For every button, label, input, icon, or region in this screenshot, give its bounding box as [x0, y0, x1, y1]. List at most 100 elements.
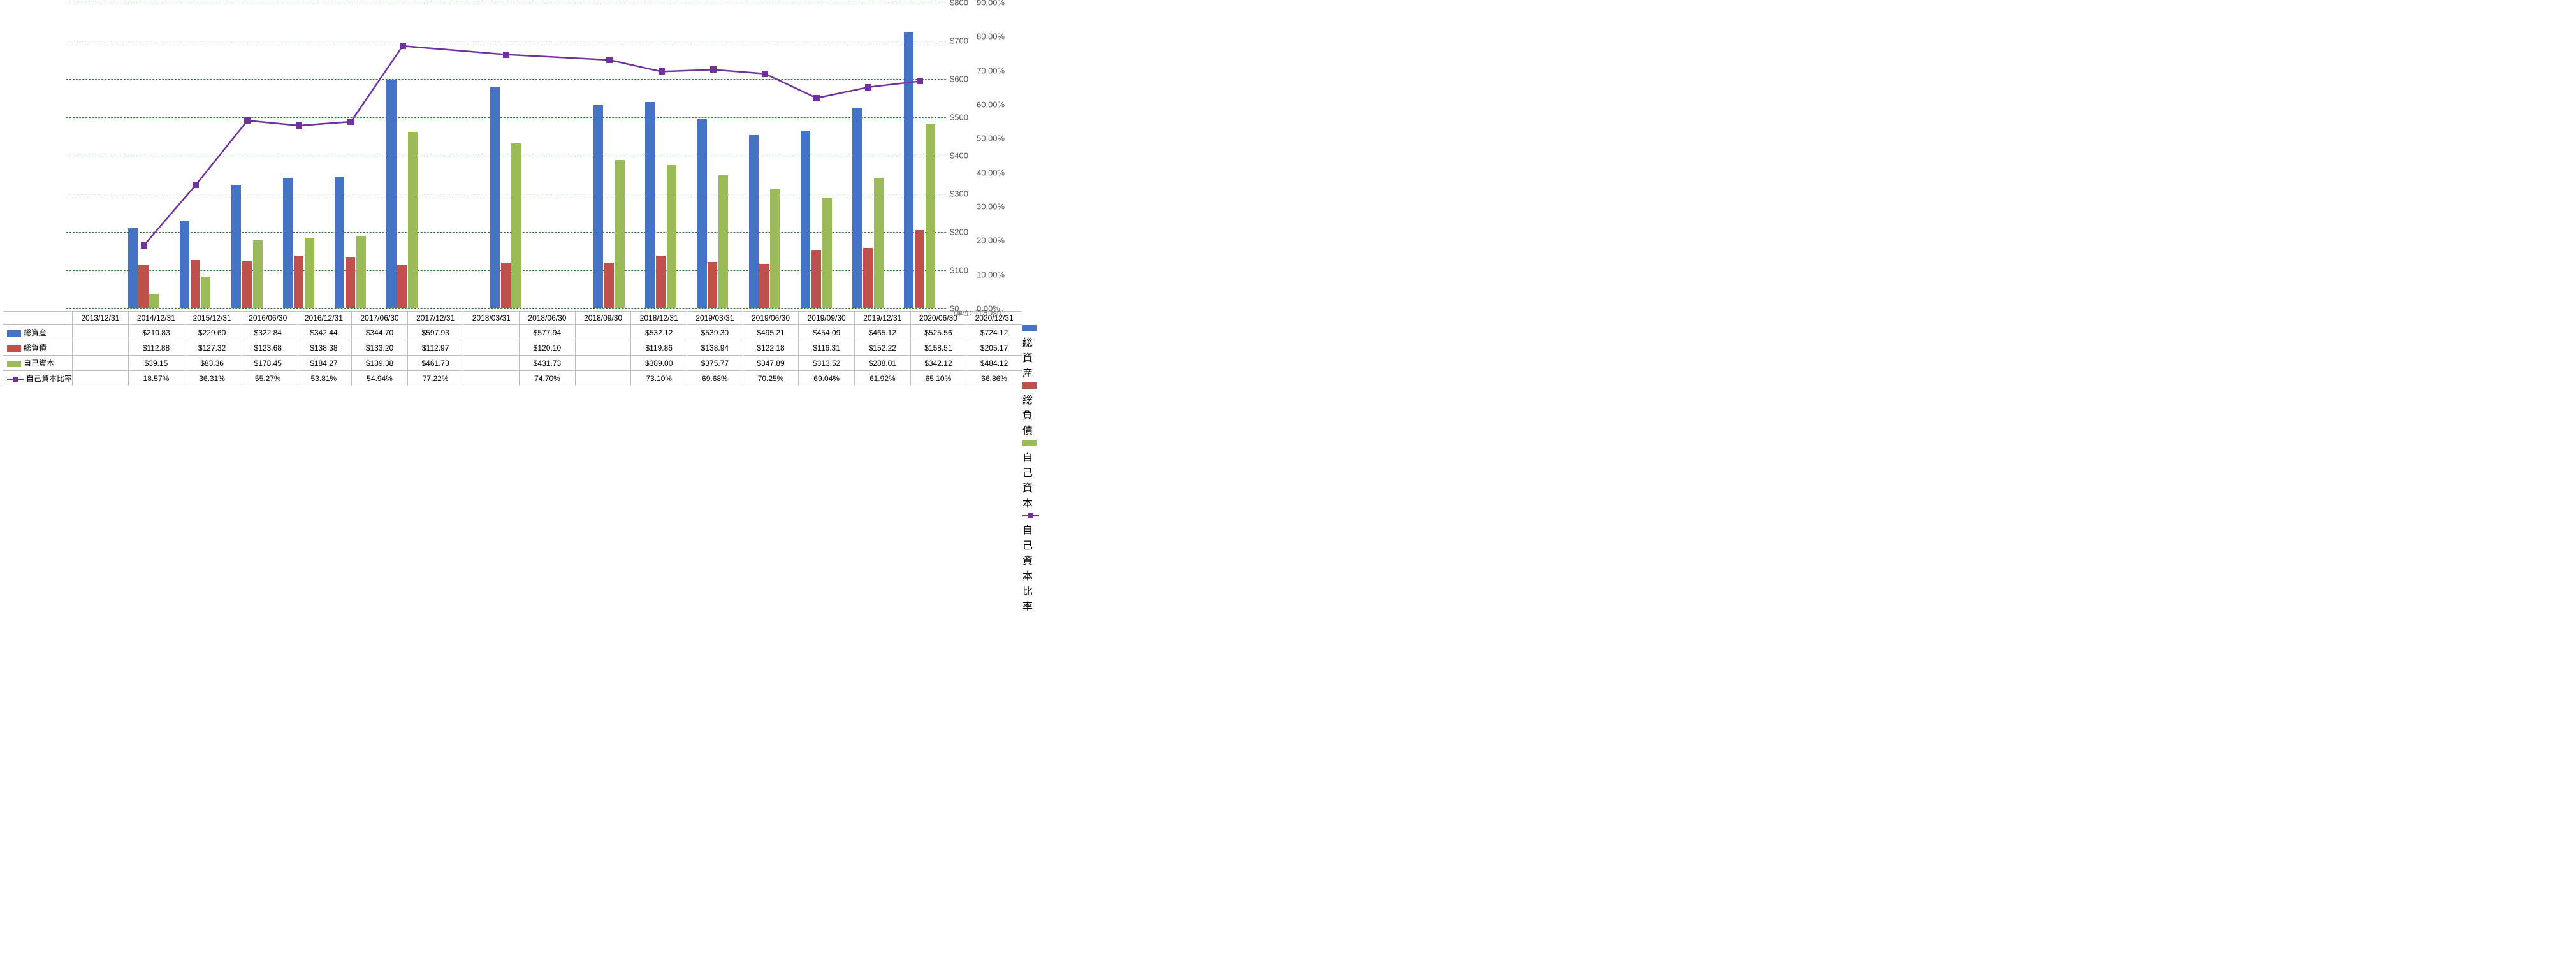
table-row-header-equity: 自己資本: [3, 356, 73, 371]
table-col-header: 2018/06/30: [520, 312, 576, 325]
table-cell: $375.77: [687, 356, 743, 371]
table-cell: $229.60: [184, 325, 240, 340]
table-cell: $138.38: [296, 340, 352, 356]
table-cell: 70.25%: [743, 371, 799, 386]
table-cell: [575, 340, 631, 356]
ytick-percent: 70.00%: [946, 66, 1005, 75]
legend-item-equity: 自己資本: [1022, 437, 1042, 510]
table-cell: $184.27: [296, 356, 352, 371]
table-cell: [73, 371, 129, 386]
table-cell: [463, 371, 520, 386]
table-cell: $454.09: [799, 325, 855, 340]
table-cell: $210.83: [128, 325, 184, 340]
ytick-percent: 60.00%: [946, 99, 1005, 109]
table-cell: [575, 325, 631, 340]
table-cell: 74.70%: [520, 371, 576, 386]
table-cell: $122.18: [743, 340, 799, 356]
table-corner: [3, 312, 73, 325]
table-cell: $116.31: [799, 340, 855, 356]
ytick-dollars: $400: [946, 151, 968, 161]
financial-combo-chart: $0$100$200$300$400$500$600$700$8000.00%1…: [66, 3, 946, 308]
table-cell: $112.88: [128, 340, 184, 356]
table-cell: 36.31%: [184, 371, 240, 386]
ytick-percent: 50.00%: [946, 134, 1005, 143]
table-cell: $724.12: [966, 325, 1022, 340]
table-cell: $127.32: [184, 340, 240, 356]
table-cell: $577.94: [520, 325, 576, 340]
ytick-percent: 80.00%: [946, 32, 1005, 41]
table-cell: [463, 325, 520, 340]
table-cell: $152.22: [854, 340, 910, 356]
table-cell: 69.68%: [687, 371, 743, 386]
table-cell: $597.93: [407, 325, 463, 340]
table-cell: $431.73: [520, 356, 576, 371]
table-cell: $138.94: [687, 340, 743, 356]
table-col-header: 2019/12/31: [854, 312, 910, 325]
table-cell: $342.12: [910, 356, 966, 371]
table-cell: $205.17: [966, 340, 1022, 356]
table-cell: 18.57%: [128, 371, 184, 386]
ytick-dollars: $600: [946, 75, 968, 84]
table-col-header: 2015/12/31: [184, 312, 240, 325]
ytick-percent: 90.00%: [946, 0, 1005, 8]
table-cell: [463, 340, 520, 356]
table-cell: [73, 340, 129, 356]
table-cell: [73, 356, 129, 371]
table-cell: 69.04%: [799, 371, 855, 386]
table-col-header: 2019/09/30: [799, 312, 855, 325]
table-row-header-ratio: 自己資本比率: [3, 371, 73, 386]
line-ratio: [144, 46, 921, 245]
table-cell: $112.97: [407, 340, 463, 356]
table-cell: [575, 371, 631, 386]
table-col-header: 2013/12/31: [73, 312, 129, 325]
table-col-header: 2019/06/30: [743, 312, 799, 325]
table-cell: $461.73: [407, 356, 463, 371]
legend-item-assets: 総資産: [1022, 322, 1042, 380]
table-cell: 73.10%: [631, 371, 687, 386]
table-col-header: 2018/09/30: [575, 312, 631, 325]
table-cell: 55.27%: [240, 371, 296, 386]
table-col-header: 2018/03/31: [463, 312, 520, 325]
table-cell: $288.01: [854, 356, 910, 371]
table-cell: $465.12: [854, 325, 910, 340]
table-cell: $123.68: [240, 340, 296, 356]
table-cell: $39.15: [128, 356, 184, 371]
ytick-percent: 30.00%: [946, 201, 1005, 211]
table-cell: $189.38: [352, 356, 408, 371]
legend-item-liab: 総負債: [1022, 380, 1042, 437]
table-cell: 54.94%: [352, 371, 408, 386]
table-row-header-assets: 総資産: [3, 325, 73, 340]
ytick-dollars: $300: [946, 189, 968, 199]
table-cell: $313.52: [799, 356, 855, 371]
legend-item-ratio: 自己資本比率: [1022, 510, 1042, 613]
ytick-percent: 40.00%: [946, 168, 1005, 177]
table-col-header: 2016/06/30: [240, 312, 296, 325]
table-cell: [575, 356, 631, 371]
table-cell: $133.20: [352, 340, 408, 356]
table-cell: $120.10: [520, 340, 576, 356]
table-cell: $178.45: [240, 356, 296, 371]
table-cell: 77.22%: [407, 371, 463, 386]
table-cell: [463, 356, 520, 371]
table-col-header: 2019/03/31: [687, 312, 743, 325]
table-col-header: 2016/12/31: [296, 312, 352, 325]
data-table: 2013/12/312014/12/312015/12/312016/06/30…: [3, 311, 1022, 386]
table-cell: $539.30: [687, 325, 743, 340]
table-cell: $158.51: [910, 340, 966, 356]
table-cell: $532.12: [631, 325, 687, 340]
table-cell: 65.10%: [910, 371, 966, 386]
ytick-percent: 10.00%: [946, 270, 1005, 279]
table-row-header-liab: 総負債: [3, 340, 73, 356]
table-cell: $347.89: [743, 356, 799, 371]
gridline: [66, 308, 946, 309]
table-cell: $495.21: [743, 325, 799, 340]
ytick-dollars: $500: [946, 113, 968, 122]
table-cell: 66.86%: [966, 371, 1022, 386]
table-col-header: 2014/12/31: [128, 312, 184, 325]
table-col-header: 2018/12/31: [631, 312, 687, 325]
table-cell: $322.84: [240, 325, 296, 340]
unit-label: （単位：百万USD）: [946, 308, 1008, 317]
table-col-header: 2017/12/31: [407, 312, 463, 325]
table-cell: 61.92%: [854, 371, 910, 386]
table-cell: $83.36: [184, 356, 240, 371]
